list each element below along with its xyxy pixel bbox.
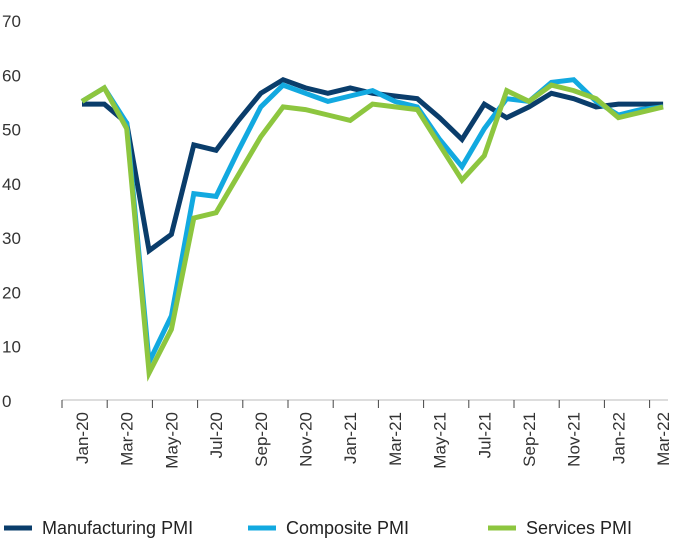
- x-tick-label: Jan-20: [73, 412, 92, 464]
- x-tick-label: Nov-20: [297, 412, 316, 467]
- x-tick-label: Sep-21: [520, 412, 539, 467]
- series-line-composite-pmi: [80, 77, 664, 372]
- y-tick-label: 20: [2, 283, 21, 302]
- y-tick-label: 60: [2, 66, 21, 85]
- x-tick-label: Sep-20: [252, 412, 271, 467]
- x-tick-label: Mar-21: [386, 412, 405, 466]
- x-tick-label: Nov-21: [565, 412, 584, 467]
- legend-label: Composite PMI: [286, 518, 409, 538]
- x-tick-label: May-20: [162, 412, 181, 469]
- x-tick-label: Jan-21: [341, 412, 360, 464]
- x-tick-label: May-21: [431, 412, 450, 469]
- y-tick-label: 30: [2, 229, 21, 248]
- series-lines: [80, 76, 664, 382]
- x-axis: Jan-20 Mar-20 May-20 Jul-20 Sep-20 Nov-20 Jan-…: [61, 400, 673, 469]
- x-tick-label: Mar-20: [118, 412, 137, 466]
- y-tick-label: 40: [2, 175, 21, 194]
- x-tick-label: Jan-22: [609, 412, 628, 464]
- y-tick-label: 10: [2, 338, 21, 357]
- y-tick-label: 70: [2, 12, 21, 31]
- legend: Manufacturing PMI Composite PMI Services P…: [4, 518, 632, 538]
- y-tick-label: 50: [2, 121, 21, 140]
- y-tick-label: 0: [2, 392, 11, 411]
- y-axis: 0 10 20 30 40 50 60 70: [2, 12, 21, 411]
- x-tick-label: Jul-21: [475, 412, 494, 458]
- x-tick-label: Jul-20: [207, 412, 226, 458]
- legend-label: Manufacturing PMI: [42, 518, 193, 538]
- series-line-services-pmi: [80, 82, 664, 382]
- x-tick-label: Mar-22: [654, 412, 673, 466]
- legend-label: Services PMI: [526, 518, 632, 538]
